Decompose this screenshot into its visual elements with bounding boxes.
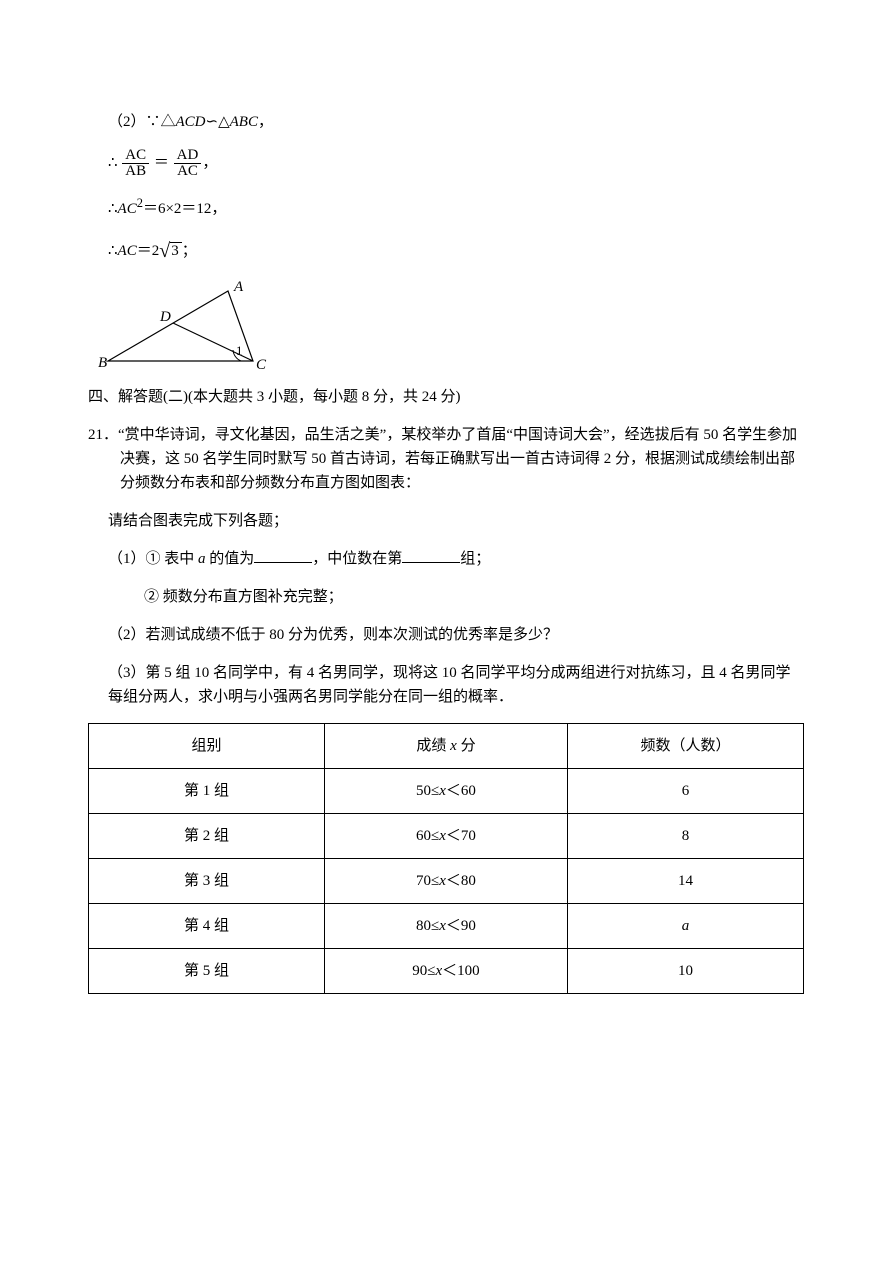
cell-group: 第 1 组 bbox=[89, 769, 325, 814]
col-group: 组别 bbox=[89, 724, 325, 769]
cell-group: 第 3 组 bbox=[89, 859, 325, 904]
cell-group: 第 2 组 bbox=[89, 814, 325, 859]
table-row: 第 5 组90≤x＜10010 bbox=[89, 949, 804, 994]
cell-range: 70≤x＜80 bbox=[324, 859, 567, 904]
cell-freq: 8 bbox=[568, 814, 804, 859]
vertex-a: A bbox=[233, 281, 244, 295]
cell-freq: 10 bbox=[568, 949, 804, 994]
frequency-table: 组别 成绩 x 分 频数（人数） 第 1 组50≤x＜606第 2 组60≤x＜… bbox=[88, 723, 804, 994]
q21-stem: “赏中华诗词，寻文化基因，品生活之美”，某校举办了首届“中国诗词大会”，经选拔后… bbox=[118, 427, 797, 491]
cell-group: 第 4 组 bbox=[89, 904, 325, 949]
cell-range: 60≤x＜70 bbox=[324, 814, 567, 859]
table-row: 第 3 组70≤x＜8014 bbox=[89, 859, 804, 904]
q21-sub3: （3）第 5 组 10 名同学中，有 4 名男同学，现将这 10 名同学平均分成… bbox=[108, 665, 791, 705]
fraction-left: AC AB bbox=[122, 148, 149, 179]
cell-freq: 6 bbox=[568, 769, 804, 814]
q21-sub2: （2）若测试成绩不低于 80 分为优秀，则本次测试的优秀率是多少？ bbox=[108, 627, 558, 643]
exam-page: （2）∵△ACD∽△ABC， ∴ AC AB ＝ AD AC ， ∴AC2＝6×… bbox=[0, 0, 892, 1034]
vertex-d: D bbox=[159, 309, 171, 325]
cell-range: 50≤x＜60 bbox=[324, 769, 567, 814]
cell-freq: a bbox=[568, 904, 804, 949]
table-row: 第 2 组60≤x＜708 bbox=[89, 814, 804, 859]
section-4-title: 四、解答题(二)(本大题共 3 小题，每小题 8 分，共 24 分) bbox=[88, 385, 804, 409]
cell-range: 90≤x＜100 bbox=[324, 949, 567, 994]
q21-sub1a: （1）① 表中 a 的值为，中位数在第组； bbox=[88, 547, 804, 571]
vertex-c: C bbox=[256, 357, 267, 371]
table-header-row: 组别 成绩 x 分 频数（人数） bbox=[89, 724, 804, 769]
q21-number: 21． bbox=[88, 427, 118, 443]
angle-1: 1 bbox=[236, 343, 243, 358]
proof-ratio: ∴ AC AB ＝ AD AC ， bbox=[88, 148, 804, 179]
q21-sub1b: ② 频数分布直方图补充完整； bbox=[144, 589, 343, 605]
col-score: 成绩 x 分 bbox=[324, 724, 567, 769]
proof-square: ∴AC2＝6×2＝12， bbox=[88, 193, 804, 221]
table-row: 第 1 组50≤x＜606 bbox=[89, 769, 804, 814]
proof-step-similar: （2）∵△ACD∽△ABC， bbox=[88, 110, 804, 134]
sqrt-expr: √3 bbox=[159, 235, 181, 267]
q21-instruction: 请结合图表完成下列各题； bbox=[108, 513, 288, 529]
blank-a[interactable] bbox=[254, 548, 312, 563]
cell-freq: 14 bbox=[568, 859, 804, 904]
cell-range: 80≤x＜90 bbox=[324, 904, 567, 949]
vertex-b: B bbox=[98, 355, 107, 371]
fraction-right: AD AC bbox=[174, 148, 202, 179]
triangle-diagram: A B C D 1 bbox=[98, 281, 804, 379]
blank-b[interactable] bbox=[402, 548, 460, 563]
question-21: 21．“赏中华诗词，寻文化基因，品生活之美”，某校举办了首届“中国诗词大会”，经… bbox=[88, 423, 804, 994]
col-freq: 频数（人数） bbox=[568, 724, 804, 769]
proof-result: ∴AC＝2√3； bbox=[88, 235, 804, 267]
table-row: 第 4 组80≤x＜90a bbox=[89, 904, 804, 949]
cell-group: 第 5 组 bbox=[89, 949, 325, 994]
